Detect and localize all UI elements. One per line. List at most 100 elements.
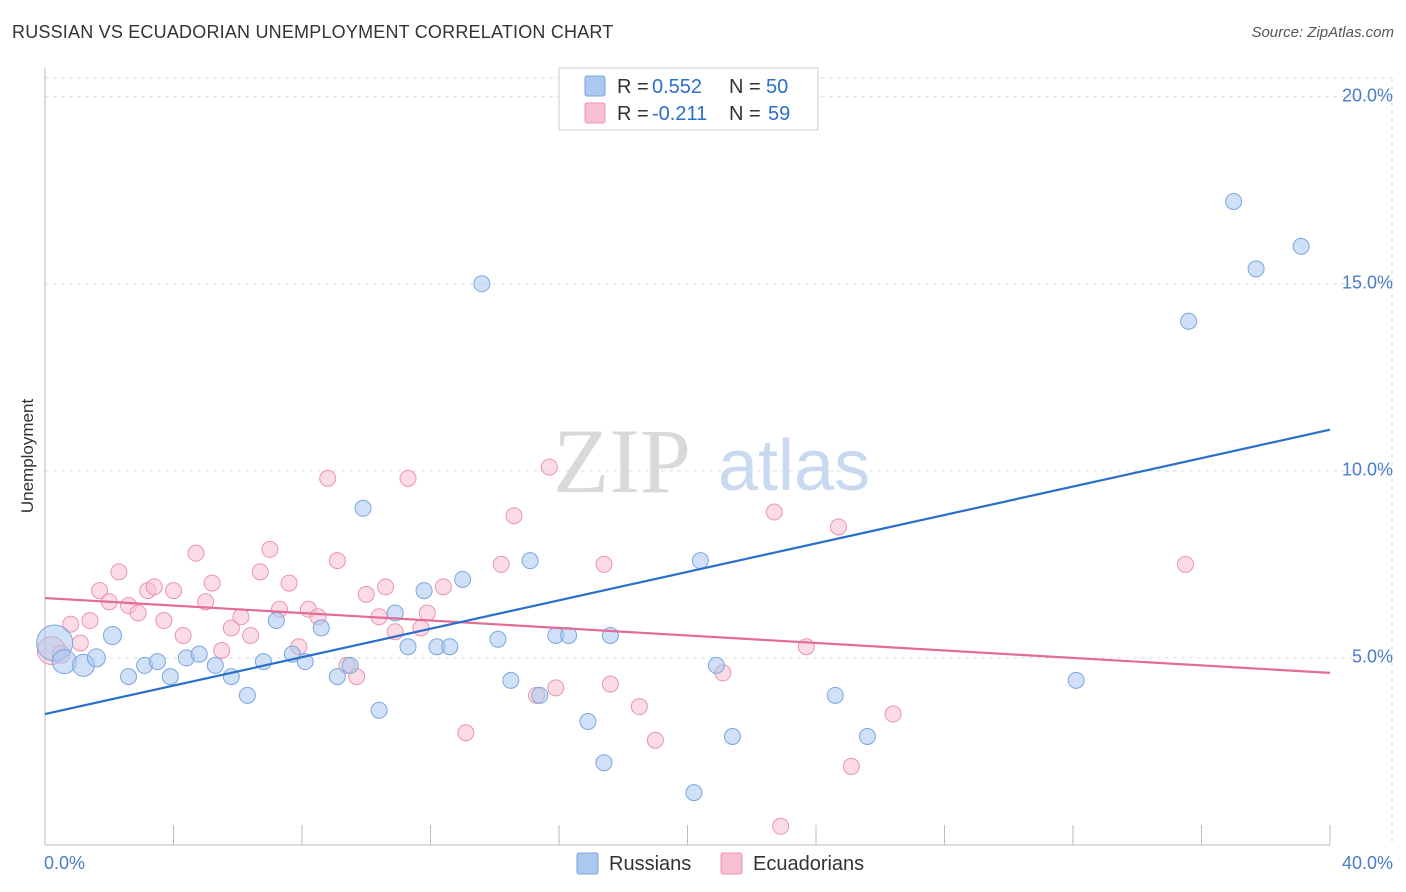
russians-point — [858, 727, 876, 745]
ecuadorians-points — [36, 458, 1194, 835]
legend-stats: R = 0.552 N = 50 R = -0.211 N = 59 — [558, 67, 819, 131]
russians-point — [502, 671, 520, 689]
y-tick-label: 20.0% — [1342, 85, 1393, 105]
russians-point — [1067, 671, 1085, 689]
russians-point — [161, 668, 179, 686]
russians-point — [312, 619, 330, 637]
russians-point — [691, 552, 709, 570]
chart-title: RUSSIAN VS ECUADORIAN UNEMPLOYMENT CORRE… — [12, 22, 614, 42]
ecuadorians-point — [319, 469, 337, 487]
legend-bottom-swatch-ecuadorians — [720, 852, 743, 875]
ecuadorians-point — [203, 574, 221, 592]
ecuadorians-point — [884, 705, 902, 723]
ecuadorians-point — [765, 503, 783, 521]
russians-points — [36, 192, 1310, 802]
russians-point — [595, 754, 613, 772]
ecuadorians-point — [412, 619, 430, 637]
russians-trend-line — [44, 428, 1331, 716]
russians-point — [707, 656, 725, 674]
legend-swatch-ecuadorians — [584, 102, 606, 124]
watermark-zip: ZIP — [553, 410, 691, 512]
ecuadorians-point — [418, 604, 436, 622]
legend-r-value: -0.211 — [652, 103, 707, 125]
ecuadorians-trend-line — [44, 596, 1331, 674]
watermark: ZIP atlas — [553, 410, 870, 512]
russians-point — [267, 612, 285, 630]
ecuadorians-point — [601, 675, 619, 693]
legend-r-label: R = — [617, 103, 649, 125]
watermark-atlas: atlas — [718, 426, 870, 506]
y-axis-title: Unemployment — [18, 399, 37, 514]
ecuadorians-point — [505, 507, 523, 525]
ecuadorians-point — [174, 626, 192, 644]
ecuadorians-point — [377, 578, 395, 596]
y-tick-label: 15.0% — [1342, 273, 1393, 293]
russians-point — [1180, 312, 1198, 330]
ecuadorians-point — [280, 574, 298, 592]
ecuadorians-point — [829, 518, 847, 536]
russians-point — [206, 656, 224, 674]
x-tick-label: 0.0% — [44, 853, 85, 873]
ecuadorians-point — [251, 563, 269, 581]
ecuadorians-point — [842, 757, 860, 775]
ecuadorians-point — [261, 540, 279, 558]
legend-bottom-label-ecuadorians: Ecuadorians — [753, 853, 864, 875]
russians-point — [454, 570, 472, 588]
ecuadorians-point — [197, 593, 215, 611]
russians-point — [1247, 260, 1265, 278]
ecuadorians-point — [540, 458, 558, 476]
russians-point — [238, 686, 256, 704]
russians-point — [341, 656, 359, 674]
russians-point — [386, 604, 404, 622]
russians-point — [415, 582, 433, 600]
russians-point — [473, 275, 491, 293]
russians-point — [531, 686, 549, 704]
legend-r-label: R = — [617, 76, 649, 98]
russians-point — [723, 727, 741, 745]
russians-point — [190, 645, 208, 663]
x-tick-label: 40.0% — [1342, 853, 1393, 873]
legend-series: Russians Ecuadorians — [576, 852, 864, 875]
legend-n-value: 50 — [766, 76, 788, 98]
axis-labels: Unemployment 5.0% 10.0% 15.0% 20.0% 0.0% 40.0… — [18, 85, 1393, 873]
ecuadorians-point — [165, 582, 182, 600]
ecuadorians-point — [145, 578, 163, 596]
ecuadorians-point — [595, 555, 613, 573]
ecuadorians-point — [110, 563, 128, 581]
russians-point — [86, 648, 106, 668]
ecuadorians-point — [155, 612, 173, 630]
legend-r-value: 0.552 — [652, 76, 702, 98]
legend-n-label: N = — [729, 76, 761, 98]
russians-point — [120, 668, 138, 686]
ecuadorians-point — [630, 698, 648, 716]
ecuadorians-point — [457, 724, 475, 742]
ecuadorians-point — [232, 608, 250, 626]
ecuadorians-point — [1176, 555, 1194, 573]
russians-point — [1225, 192, 1243, 210]
y-tick-label: 10.0% — [1342, 460, 1393, 480]
axes-layer — [44, 68, 1331, 846]
russians-point — [826, 686, 844, 704]
y-tick-label: 5.0% — [1352, 647, 1393, 667]
trend-lines — [44, 428, 1331, 716]
ecuadorians-point — [81, 612, 99, 630]
russians-point — [441, 638, 459, 656]
russians-point — [328, 668, 346, 686]
russians-point — [370, 701, 388, 719]
ecuadorians-point — [547, 679, 565, 697]
russians-point — [354, 499, 372, 517]
russians-point — [399, 638, 417, 656]
russians-point — [148, 653, 166, 671]
ecuadorians-point — [91, 582, 109, 600]
ecuadorians-point — [399, 469, 417, 487]
legend-bottom-label-russians: Russians — [609, 853, 691, 875]
russians-point — [102, 625, 122, 645]
ecuadorians-point — [242, 626, 260, 644]
ecuadorians-point — [187, 544, 205, 562]
ecuadorians-point — [71, 634, 89, 652]
russians-point — [685, 784, 703, 802]
ecuadorians-point — [772, 817, 790, 835]
ecuadorians-point — [129, 604, 147, 622]
russians-point — [1292, 237, 1310, 255]
